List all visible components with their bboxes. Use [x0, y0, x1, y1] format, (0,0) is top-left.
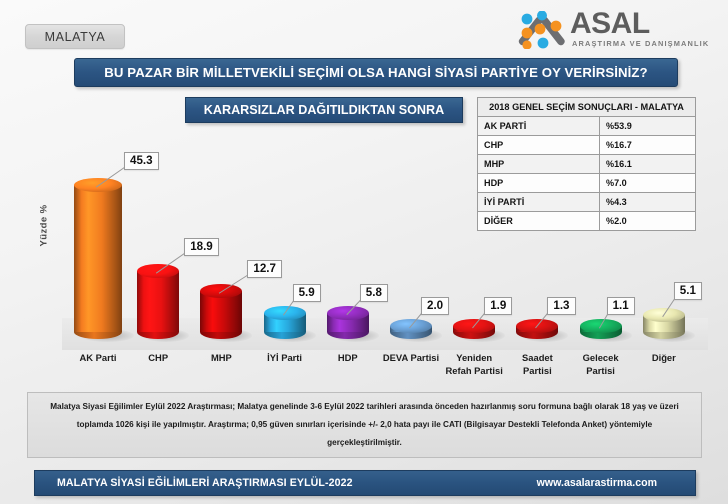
results-party-name: MHP [477, 154, 600, 174]
results-party-name: DİĞER [477, 211, 600, 231]
bar-cylinder [453, 319, 496, 339]
bar-value-label: 2.0 [421, 297, 450, 315]
results-party-value: %7.0 [599, 173, 696, 193]
results-party-name: AK PARTİ [477, 116, 600, 136]
table-row: HDP %7.0 [477, 173, 696, 193]
bar-cylinder [390, 319, 432, 339]
vote-intention-chart: Yüzde % AK Parti CHP MHP İYİ Parti HDP DEVA P… [22, 128, 708, 386]
bar-cylinder [516, 319, 559, 339]
x-axis-category-label: HDP [337, 352, 358, 363]
results-party-name: CHP [477, 135, 600, 155]
results-party-value: %4.3 [599, 192, 696, 212]
y-axis-label: Yüzde % [38, 204, 50, 247]
bar-chp[interactable] [137, 264, 190, 342]
bar-yeniden-refah-partisi[interactable] [453, 319, 506, 342]
bar-body [74, 185, 122, 332]
bar-mhp[interactable] [200, 284, 253, 342]
x-axis-category-label: Gelecek Partisi [582, 352, 619, 376]
bar-cylinder [263, 306, 306, 339]
bar-value-label: 5.9 [292, 284, 321, 302]
bar-deva-partisi[interactable] [390, 319, 443, 342]
x-axis-category-label: Yeniden Refah Partisi [445, 352, 503, 376]
city-badge-label: MALATYA [44, 29, 106, 44]
page-title: BU PAZAR BİR MİLLETVEKİLİ SEÇİMİ OLSA HA… [104, 65, 648, 80]
logo-tagline: ARAŞTIRMA VE DANIŞMANLIK [572, 39, 710, 48]
results-party-value: %53.9 [599, 116, 696, 136]
table-row: AK PARTİ %53.9 [477, 116, 696, 136]
x-axis-category-label: MHP [210, 352, 232, 363]
footer-survey-title: MALATYA SİYASİ EĞİLİMLERİ ARAŞTIRMASI EY… [57, 477, 353, 489]
bar-value-label: 18.9 [184, 238, 219, 256]
results-party-name: İYİ PARTİ [477, 192, 600, 212]
bar-value-label: 5.8 [359, 284, 388, 302]
bar-saadet-partisi[interactable] [516, 319, 569, 342]
subtitle-bar: KARARSIZLAR DAĞITILDIKTAN SONRA [185, 97, 463, 123]
results-table-header-row: 2018 GENEL SEÇİM SONUÇLARI - MALATYA [477, 97, 696, 117]
table-row: İYİ PARTİ %4.3 [477, 192, 696, 212]
x-axis-category-label: CHP [148, 352, 169, 363]
question-title-bar: BU PAZAR BİR MİLLETVEKİLİ SEÇİMİ OLSA HA… [74, 58, 678, 87]
bar-value-label: 1.9 [484, 297, 513, 315]
bar-value-label: 5.1 [673, 282, 702, 300]
bar-value-label: 1.3 [547, 297, 576, 315]
bar-gelecek-partisi[interactable] [579, 319, 632, 342]
footer-bar: MALATYA SİYASİ EĞİLİMLERİ ARAŞTIRMASI EY… [34, 470, 696, 496]
bar-value-label: 1.1 [606, 297, 635, 315]
methodology-text: Malatya Siyasi Eğilimler Eylül 2022 Araş… [50, 402, 679, 447]
bar-value-label: 12.7 [247, 260, 282, 278]
bar-cylinder [74, 178, 122, 339]
table-row: DİĞER %2.0 [477, 211, 696, 231]
election-results-table: 2018 GENEL SEÇİM SONUÇLARI - MALATYA AK … [477, 97, 696, 231]
results-table-header: 2018 GENEL SEÇİM SONUÇLARI - MALATYA [477, 97, 696, 117]
x-axis-category-label: Saadet Partisi [522, 352, 553, 376]
x-axis-category-label: Diğer [651, 352, 676, 363]
bar-cylinder [579, 319, 622, 339]
bar-body [137, 271, 180, 332]
results-party-value: %16.7 [599, 135, 696, 155]
methodology-note: Malatya Siyasi Eğilimler Eylül 2022 Araş… [27, 392, 702, 458]
results-party-value: %2.0 [599, 211, 696, 231]
bar-cylinder [200, 284, 243, 339]
x-axis-category-label: AK Parti [79, 352, 117, 363]
results-table-body: 2018 GENEL SEÇİM SONUÇLARI - MALATYA AK … [477, 97, 696, 231]
logo-wordmark: ASAL [570, 7, 650, 40]
footer-website[interactable]: www.asalarastirma.com [536, 477, 657, 489]
bar-cylinder [137, 264, 180, 339]
table-row: CHP %16.7 [477, 135, 696, 155]
subtitle-label: KARARSIZLAR DAĞITILDIKTAN SONRA [203, 103, 445, 117]
city-badge: MALATYA [25, 24, 125, 49]
bar-i̇yi̇-parti[interactable] [263, 306, 316, 342]
asal-logo: ASAL ARAŞTIRMA VE DANIŞMANLIK [518, 8, 714, 52]
x-axis-category-label: DEVA Partisi [382, 352, 440, 363]
x-axis-category-label: İYİ Parti [267, 352, 303, 363]
bar-ak-parti[interactable] [74, 178, 134, 342]
asal-x-dots-logo-icon [518, 11, 565, 49]
bar-value-label: 45.3 [124, 152, 159, 170]
